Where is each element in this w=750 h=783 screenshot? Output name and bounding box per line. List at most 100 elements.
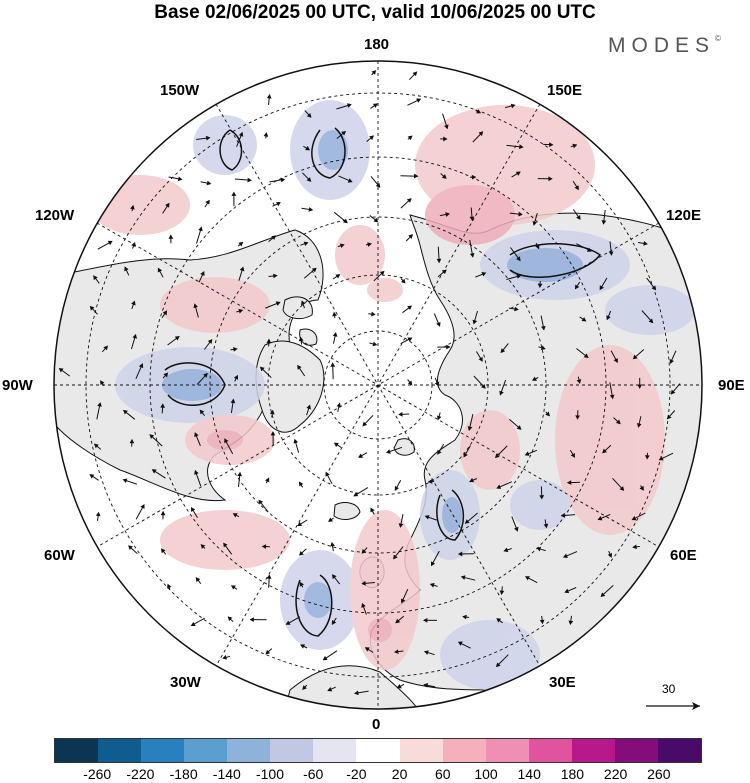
wind-arrow-head <box>369 135 375 141</box>
wind-arrow-head <box>597 516 603 521</box>
wind-arrow-head <box>471 174 477 180</box>
wind-arrow-head <box>206 180 212 186</box>
wind-arrow-head <box>441 269 447 275</box>
brand-name: MODES <box>608 34 716 57</box>
wind-arrow-head <box>306 112 312 118</box>
reference-vector: 30 <box>640 682 710 716</box>
wind-arrow-head <box>400 598 406 604</box>
wind-arrow-head <box>446 344 451 350</box>
anomaly-shading <box>90 100 695 690</box>
wind-arrow-head <box>238 241 244 247</box>
wind-arrow-head <box>398 523 404 528</box>
wind-arrow-head <box>361 580 366 586</box>
wind-arrow-head <box>467 426 473 432</box>
wind-arrow-head <box>270 431 276 436</box>
lon-label-30w: 30W <box>170 674 201 691</box>
wind-arrow-head <box>394 485 399 491</box>
colorbar-swatch <box>485 739 529 762</box>
wind-arrow-head <box>358 453 364 458</box>
wind-arrow-head <box>572 143 578 149</box>
wind-arrow-head <box>499 590 505 596</box>
wind-arrow-head <box>648 318 654 324</box>
wind-arrow-head <box>372 103 378 108</box>
wind-arrow-head <box>516 425 522 430</box>
colorbar-tick-label: -60 <box>303 766 324 782</box>
wind-arrow-head <box>200 271 205 277</box>
wind-arrow-head <box>93 443 99 449</box>
wind-arrow-head <box>464 519 470 524</box>
positive-anomaly <box>350 510 420 670</box>
wind-arrow-head <box>460 575 466 580</box>
wind-arrow-head <box>576 215 581 220</box>
wind-arrow-head <box>361 548 367 554</box>
positive-anomaly <box>555 345 665 535</box>
wind-arrow-head <box>224 438 229 444</box>
wind-arrow-head <box>149 434 155 439</box>
wind-arrow-head <box>496 618 502 623</box>
wind-arrow-head <box>308 207 314 212</box>
colorbar-swatch <box>184 739 228 762</box>
wind-arrow-head <box>462 614 467 620</box>
wind-arrow-head <box>645 455 650 460</box>
wind-arrow-head <box>478 356 483 362</box>
wind-arrow-head <box>545 411 551 417</box>
wind-arrow-head <box>247 177 252 183</box>
colorbar-tick-label: 260 <box>647 766 671 782</box>
wind-arrow-head <box>341 130 347 136</box>
wind-arrow-head <box>443 136 448 142</box>
wind-arrow-head <box>300 644 306 649</box>
wind-arrow-head <box>445 212 451 217</box>
wind-arrow-head <box>408 234 414 239</box>
wind-arrow-head <box>353 492 359 497</box>
wind-arrow-head <box>168 234 174 239</box>
wind-arrow-head <box>299 581 304 587</box>
wind-arrow-head <box>524 451 530 456</box>
wind-arrow-head <box>237 471 242 477</box>
wind-arrow-head <box>436 258 442 264</box>
wind-arrow-head <box>395 618 401 624</box>
colorbar-swatch <box>528 739 572 762</box>
wind-arrow-head <box>174 335 180 341</box>
wind-arrow-head <box>570 452 576 458</box>
wind-arrow-head <box>422 617 428 623</box>
wind-arrow-head <box>103 345 109 351</box>
colorbar-tick-label: -260 <box>83 766 112 782</box>
wind-arrow-head <box>518 211 523 217</box>
wind-arrow-head <box>539 495 545 500</box>
wind-arrow-head <box>600 592 606 597</box>
wind-arrow-head <box>190 621 196 626</box>
wind-arrow-head <box>632 354 638 360</box>
wind-arrow-head <box>670 389 676 395</box>
wind-arrow-head <box>566 480 572 485</box>
lon-label-120w: 120W <box>35 207 75 224</box>
wind-arrow-head <box>300 300 306 306</box>
wind-arrow-head <box>437 449 442 455</box>
wind-arrow-head <box>457 641 463 646</box>
positive-anomaly <box>367 278 403 302</box>
wind-arrow-head <box>606 315 611 321</box>
wind-arrow-head <box>266 338 272 344</box>
wind-arrow-head <box>481 383 486 389</box>
wind-arrow-head <box>346 103 352 108</box>
wind-arrow-head <box>306 404 311 410</box>
wind-arrow-head <box>406 198 412 203</box>
lon-label-90w: 90W <box>2 377 33 394</box>
wind-arrow-head <box>232 513 238 518</box>
wind-arrow-head <box>407 305 413 310</box>
lon-label-30e: 30E <box>549 674 576 691</box>
colorbar-swatch <box>270 739 314 762</box>
wind-arrow-head <box>669 358 674 364</box>
colorbar-swatch <box>571 739 615 762</box>
strong-negative-anomaly <box>304 582 332 618</box>
landmass-africa-north <box>279 665 431 709</box>
wind-arrow-head <box>107 240 113 246</box>
wind-arrow-head <box>568 620 574 625</box>
colorbar-tick-label: -100 <box>255 766 285 782</box>
wind-arrow-head <box>261 544 267 549</box>
colorbar-swatch <box>657 739 701 762</box>
wind-arrow-head <box>562 553 568 558</box>
wind-arrow-head <box>332 332 338 337</box>
lon-label-150e: 150E <box>547 82 583 99</box>
wind-arrow-head <box>140 503 145 509</box>
positive-anomaly <box>90 175 190 235</box>
